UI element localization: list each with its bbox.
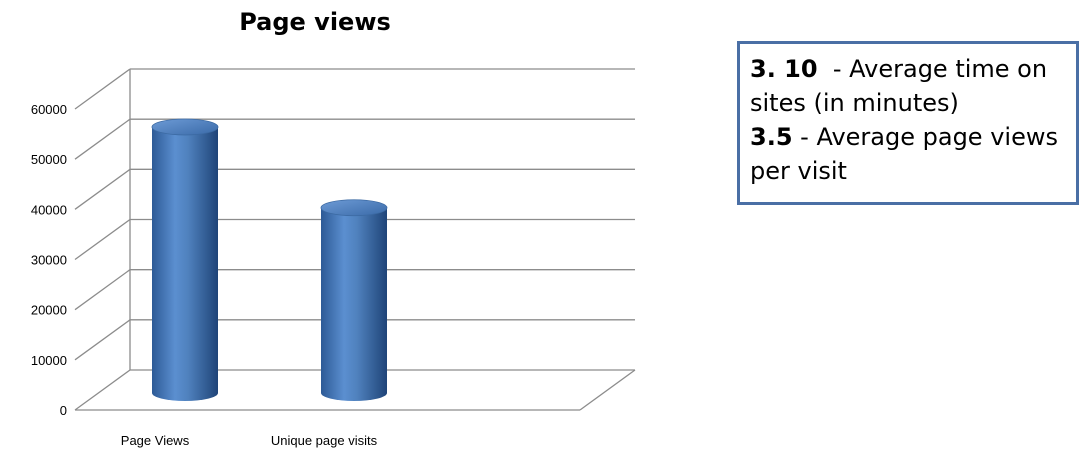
bar-top bbox=[151, 118, 219, 136]
gridline-side bbox=[74, 118, 131, 160]
y-tick-label: 60000 bbox=[31, 102, 67, 117]
avg-time-text: - Average time on sites (in minutes) bbox=[750, 55, 1048, 117]
avg-pageviews-value: 3.5 bbox=[750, 123, 793, 151]
gridline-side bbox=[74, 269, 131, 311]
avg-time-value: 3. 10 bbox=[750, 55, 818, 83]
y-tick-label: 20000 bbox=[31, 303, 67, 318]
note-line-avg-time: 3. 10 - Average time on sites (in minute… bbox=[750, 52, 1066, 120]
bar-cylinder bbox=[320, 199, 388, 401]
bar-body bbox=[321, 207, 387, 401]
gridline-side bbox=[74, 68, 131, 110]
gridline-side bbox=[74, 369, 131, 411]
gridline-side bbox=[74, 218, 131, 261]
y-tick-label: 40000 bbox=[31, 202, 67, 217]
y-tick-label: 50000 bbox=[31, 152, 67, 167]
chart-title: Page views bbox=[239, 8, 391, 36]
avg-pageviews-text: - Average page views per visit bbox=[750, 123, 1058, 185]
bar-cylinder bbox=[151, 118, 219, 401]
gridline-side bbox=[74, 168, 131, 210]
floor-right-edge bbox=[579, 369, 636, 411]
summary-note-box: 3. 10 - Average time on sites (in minute… bbox=[737, 41, 1079, 205]
gridline-side bbox=[74, 319, 131, 361]
chart-plot: 0 10000 20000 30000 40000 50000 60000 Page Vie… bbox=[31, 68, 636, 448]
y-tick-label: 30000 bbox=[31, 253, 67, 268]
x-category-label: Page Views bbox=[121, 433, 190, 448]
y-tick-label: 10000 bbox=[31, 353, 67, 368]
x-category-label: Unique page visits bbox=[271, 433, 378, 448]
bar-top bbox=[320, 199, 388, 217]
bar-body bbox=[152, 127, 218, 401]
note-line-avg-pageviews: 3.5 - Average page views per visit bbox=[750, 120, 1066, 188]
y-tick-label: 0 bbox=[60, 403, 67, 418]
